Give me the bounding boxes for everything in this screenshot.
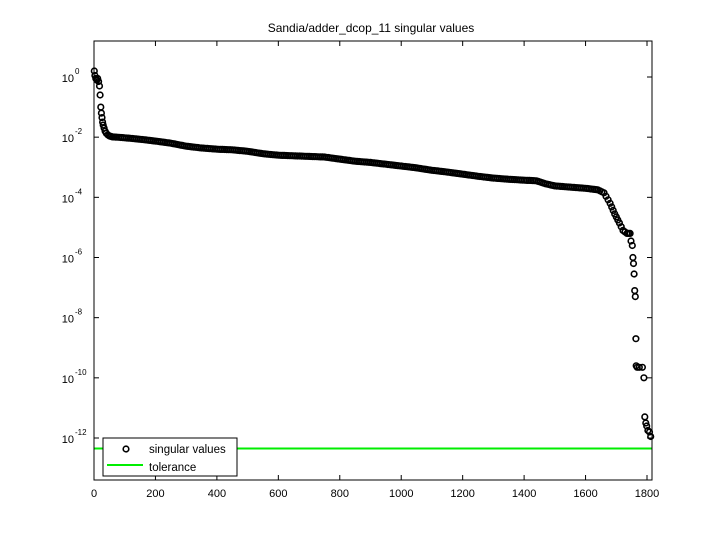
data-point <box>606 199 614 207</box>
legend: singular values tolerance <box>102 437 238 477</box>
singular-values-series <box>90 67 655 441</box>
data-point <box>631 293 639 301</box>
legend-label-singular-values: singular values <box>149 444 226 456</box>
svg-text:-10: -10 <box>75 368 87 377</box>
data-point <box>632 335 640 343</box>
svg-text:-12: -12 <box>75 428 87 437</box>
y-tick-label: 100 <box>62 67 80 85</box>
data-point <box>95 82 104 90</box>
data-point <box>626 229 634 237</box>
x-tick-label: 400 <box>208 488 226 500</box>
x-tick-label: 0 <box>91 488 97 500</box>
data-point <box>609 206 617 214</box>
circle-marker-icon <box>122 445 130 453</box>
data-point <box>628 241 636 250</box>
svg-text:10: 10 <box>62 434 74 446</box>
data-point <box>98 113 106 122</box>
svg-text:10: 10 <box>62 254 74 266</box>
data-point <box>617 223 625 231</box>
data-point <box>640 374 648 382</box>
data-point <box>630 270 638 278</box>
data-point <box>615 219 624 227</box>
data-point <box>631 287 639 295</box>
svg-text:10: 10 <box>62 133 74 145</box>
y-tick-label: 10-2 <box>62 127 83 145</box>
y-tick-label: 10-12 <box>62 428 87 446</box>
data-point <box>638 363 647 371</box>
svg-text:0: 0 <box>75 67 80 76</box>
data-point <box>647 432 655 441</box>
svg-text:10: 10 <box>62 374 74 386</box>
data-point <box>644 426 652 435</box>
data-point <box>629 259 638 268</box>
legend-label-tolerance: tolerance <box>149 462 196 474</box>
x-tick-label: 1200 <box>450 488 474 500</box>
data-point <box>94 77 103 86</box>
x-tick-label: 600 <box>269 488 287 500</box>
x-tick-label: 800 <box>331 488 349 500</box>
legend-box <box>102 437 238 477</box>
data-point <box>96 91 104 99</box>
data-point <box>641 413 649 421</box>
y-tick-label: 10-8 <box>62 308 83 326</box>
plot-axes: 0 200 400 600 800 1000 1200 1400 1600 180010010-2… <box>62 41 659 500</box>
data-point <box>643 422 651 430</box>
data-point <box>635 363 643 371</box>
svg-text:-4: -4 <box>75 187 83 196</box>
svg-text:10: 10 <box>62 193 74 205</box>
data-point <box>629 253 637 262</box>
x-tick-label: 1600 <box>573 488 597 500</box>
plot-frame <box>93 40 653 481</box>
data-point <box>608 203 616 211</box>
svg-text:10: 10 <box>62 314 74 326</box>
y-tick-label: 10-10 <box>62 368 87 386</box>
x-tick-label: 200 <box>146 488 164 500</box>
svg-text:-8: -8 <box>75 308 83 317</box>
x-tick-label: 1400 <box>512 488 536 500</box>
chart-title: Sandia/adder_dcop_11 singular values <box>268 21 475 35</box>
y-tick-label: 10-6 <box>62 248 83 266</box>
svg-text:-2: -2 <box>75 127 83 136</box>
x-tick-label: 1800 <box>635 488 659 500</box>
y-tick-label: 10-4 <box>62 187 83 205</box>
svg-text:-6: -6 <box>75 248 83 257</box>
svg-text:10: 10 <box>62 73 74 85</box>
data-point <box>97 109 105 117</box>
data-point <box>97 103 105 111</box>
x-tick-label: 1000 <box>389 488 413 500</box>
